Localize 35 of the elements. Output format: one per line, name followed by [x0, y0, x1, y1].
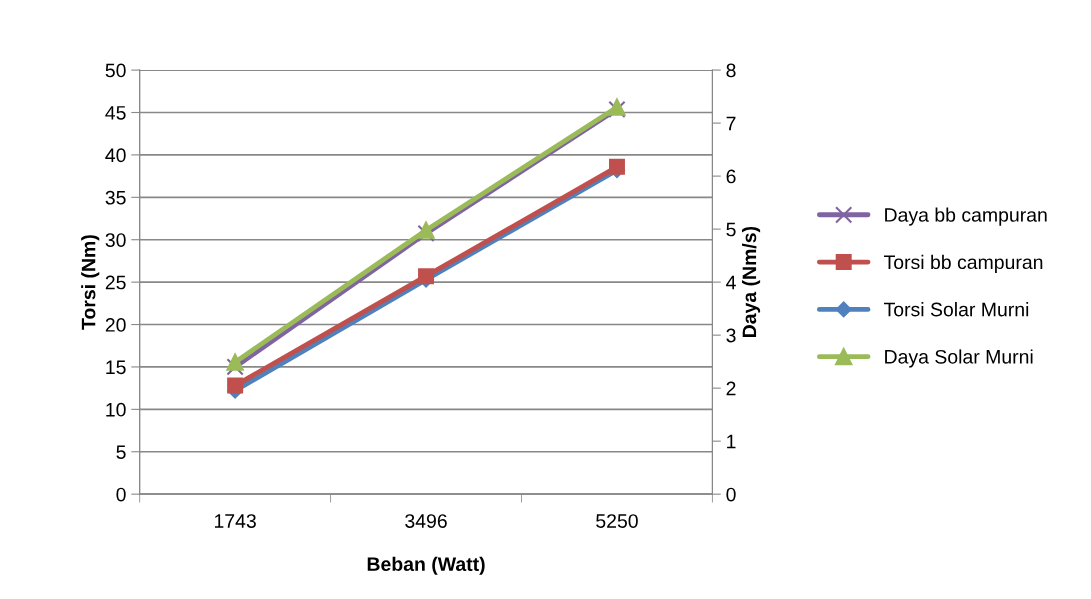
- y-tick-label: 45: [105, 106, 126, 120]
- y2-tick-label: 4: [726, 275, 736, 290]
- y-tick-label: 35: [105, 190, 126, 205]
- y-tick-label: 0: [116, 487, 126, 502]
- y2-tick-label: 0: [726, 487, 736, 502]
- point: [417, 221, 435, 239]
- y-tick-label: 25: [105, 275, 126, 290]
- x-tick-label: 5250: [596, 514, 638, 528]
- y2-tick-label: 8: [726, 63, 736, 78]
- y-tick-label: 10: [106, 402, 126, 417]
- point: [227, 377, 244, 394]
- legend-label: Torsi Solar Murni: [883, 302, 1029, 317]
- y-tick-label: 30: [105, 233, 126, 247]
- y2-tick-label: 6: [726, 169, 736, 184]
- point: [226, 358, 244, 376]
- y-tick-label: 20: [105, 318, 126, 332]
- x-tick-label: 1743: [214, 514, 256, 528]
- x-tick-label: 3496: [405, 514, 447, 528]
- y2-tick-label: 5: [726, 222, 736, 237]
- y2-tick-label: 7: [726, 116, 736, 131]
- point: [608, 158, 625, 175]
- y-axis-title: Torsi (Nm): [81, 235, 100, 330]
- point: [226, 353, 244, 371]
- legend-label: Daya Solar Murni: [885, 349, 1033, 368]
- y2-tick-label: 3: [726, 328, 736, 343]
- legend-label: Daya bb campuran: [885, 207, 1047, 226]
- legend-label: Torsi bb campuran: [883, 254, 1043, 273]
- y-tick-label: 15: [106, 360, 126, 375]
- y-tick-label: 5: [116, 445, 126, 459]
- y-tick-label: 50: [105, 63, 126, 78]
- x-axis-title: Beban (Watt): [367, 556, 485, 575]
- y2-tick-label: 2: [726, 381, 736, 396]
- y-tick-label: 40: [105, 148, 126, 163]
- y2-axis-title: Daya (Nm/s): [741, 226, 761, 338]
- y2-tick-label: 1: [727, 434, 736, 449]
